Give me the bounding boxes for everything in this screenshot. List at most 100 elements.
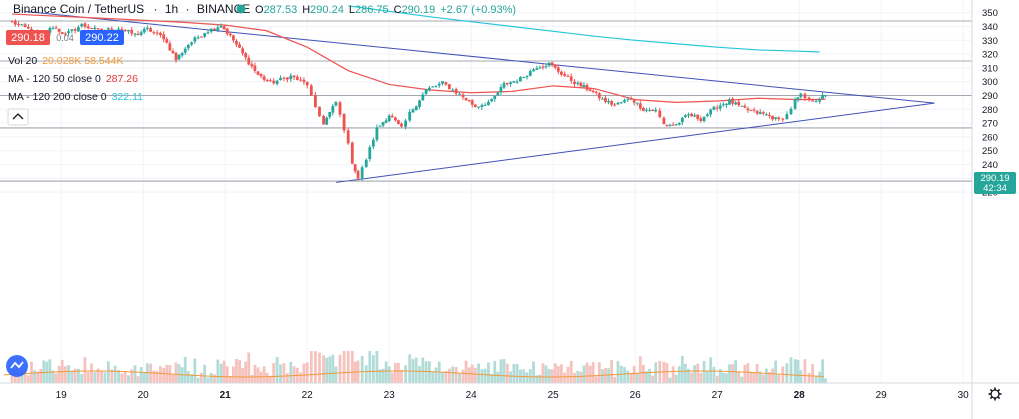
volume-bar: [629, 373, 633, 383]
volume-bar: [57, 365, 61, 383]
candle-body: [20, 24, 24, 26]
candle-body: [222, 26, 226, 30]
buy-button[interactable]: [80, 30, 124, 45]
candle-body: [334, 102, 338, 106]
candle-body: [364, 159, 368, 168]
volume-bar: [811, 364, 814, 383]
candle-body: [17, 24, 20, 26]
candle-body: [677, 122, 681, 125]
volume-bar: [458, 373, 461, 383]
volume-bar: [338, 354, 342, 383]
sell-button[interactable]: [6, 30, 50, 45]
volume-bar: [814, 376, 818, 383]
candle-body: [814, 100, 818, 102]
volume-bar: [42, 360, 46, 383]
volume-bar: [265, 372, 269, 383]
candle-body: [458, 93, 461, 95]
price-tick-label: 240: [982, 160, 998, 171]
candle-body: [110, 28, 114, 31]
candle-body: [80, 24, 84, 27]
candle-body: [525, 76, 529, 78]
candle-body: [235, 40, 238, 45]
time-axis[interactable]: 19 20 21 22 23 24 25 26 27 28 29 30: [56, 390, 970, 401]
candle-body: [100, 28, 103, 31]
candle-body: [470, 100, 474, 105]
volume-bar: [677, 366, 681, 383]
candle-body: [285, 77, 289, 80]
volume-bar: [752, 372, 756, 383]
volume-bar: [585, 362, 589, 383]
volume-bar: [275, 357, 279, 383]
volume-bar: [67, 365, 70, 383]
time-tick-label: 21: [220, 390, 232, 401]
candle-body: [758, 112, 762, 114]
indicator-ma50[interactable]: MA - 120 50 close 0 287.26: [8, 73, 138, 85]
last-price-tag-bg: [974, 172, 1016, 194]
candle-body: [709, 109, 713, 115]
candle-body: [642, 107, 645, 111]
symbol-title[interactable]: Binance Coin / TetherUS · 1h · BINANCE: [13, 2, 250, 16]
volume-bar: [331, 354, 335, 383]
candle-body: [623, 100, 626, 103]
volume-bar: [190, 374, 193, 383]
indicator-ma200[interactable]: MA - 120 200 close 0 322.11: [8, 91, 143, 103]
candle-body: [90, 27, 93, 30]
candle-body: [811, 100, 814, 102]
volume-bar: [444, 371, 448, 383]
candle-body: [437, 83, 441, 86]
volume-bar: [496, 371, 500, 383]
candle-body: [106, 27, 110, 30]
volume-bar: [532, 361, 535, 383]
candle-body: [765, 114, 768, 116]
candle-body: [793, 99, 797, 109]
volume-bar: [480, 369, 484, 383]
candle-body: [356, 170, 360, 179]
candle-body: [117, 28, 120, 30]
volume-bar: [404, 365, 407, 383]
tradingview-logo-icon[interactable]: [6, 355, 28, 377]
candle-body: [411, 109, 415, 113]
volume-bar: [467, 367, 471, 383]
candle-body: [441, 81, 444, 84]
volume-bar: [117, 370, 120, 383]
volume-bar: [684, 363, 687, 383]
volume-bar: [216, 359, 220, 383]
candle-body: [768, 114, 771, 116]
volume-bar: [93, 372, 97, 383]
volume-bar: [259, 371, 263, 383]
volume-bar: [477, 363, 480, 383]
time-tick-label: 24: [466, 390, 478, 401]
candle-body: [387, 115, 391, 122]
volume-bar: [502, 358, 506, 383]
candle-body: [196, 37, 200, 39]
indicator-volume[interactable]: Vol 20 20.028K 58.544K: [8, 55, 123, 67]
volume-bar: [285, 373, 289, 383]
candle-body: [133, 33, 137, 35]
candle-body: [23, 24, 27, 28]
volume-bar: [222, 360, 226, 383]
candle-body: [168, 43, 172, 51]
volume-bar: [70, 370, 74, 383]
volume-bar: [454, 366, 458, 383]
ma200-line: [348, 5, 820, 53]
candle-body: [752, 109, 756, 111]
candle-body: [216, 27, 220, 31]
buy-price: 290.22: [85, 32, 119, 44]
trendlines[interactable]: [24, 10, 935, 183]
candle-body: [626, 98, 630, 100]
candle-body: [447, 84, 451, 90]
gear-icon[interactable]: [988, 387, 1002, 401]
volume-bar: [77, 368, 80, 383]
volume-bar: [821, 359, 824, 383]
volume-bar: [674, 374, 678, 383]
volume-bar: [334, 366, 338, 383]
candle-body: [292, 75, 296, 78]
candle-body: [93, 27, 97, 30]
volume-bar: [309, 351, 313, 383]
collapse-legend-button[interactable]: [7, 108, 29, 126]
volume-bar: [159, 366, 162, 383]
candle-body: [658, 110, 662, 118]
candle-body: [522, 77, 526, 79]
